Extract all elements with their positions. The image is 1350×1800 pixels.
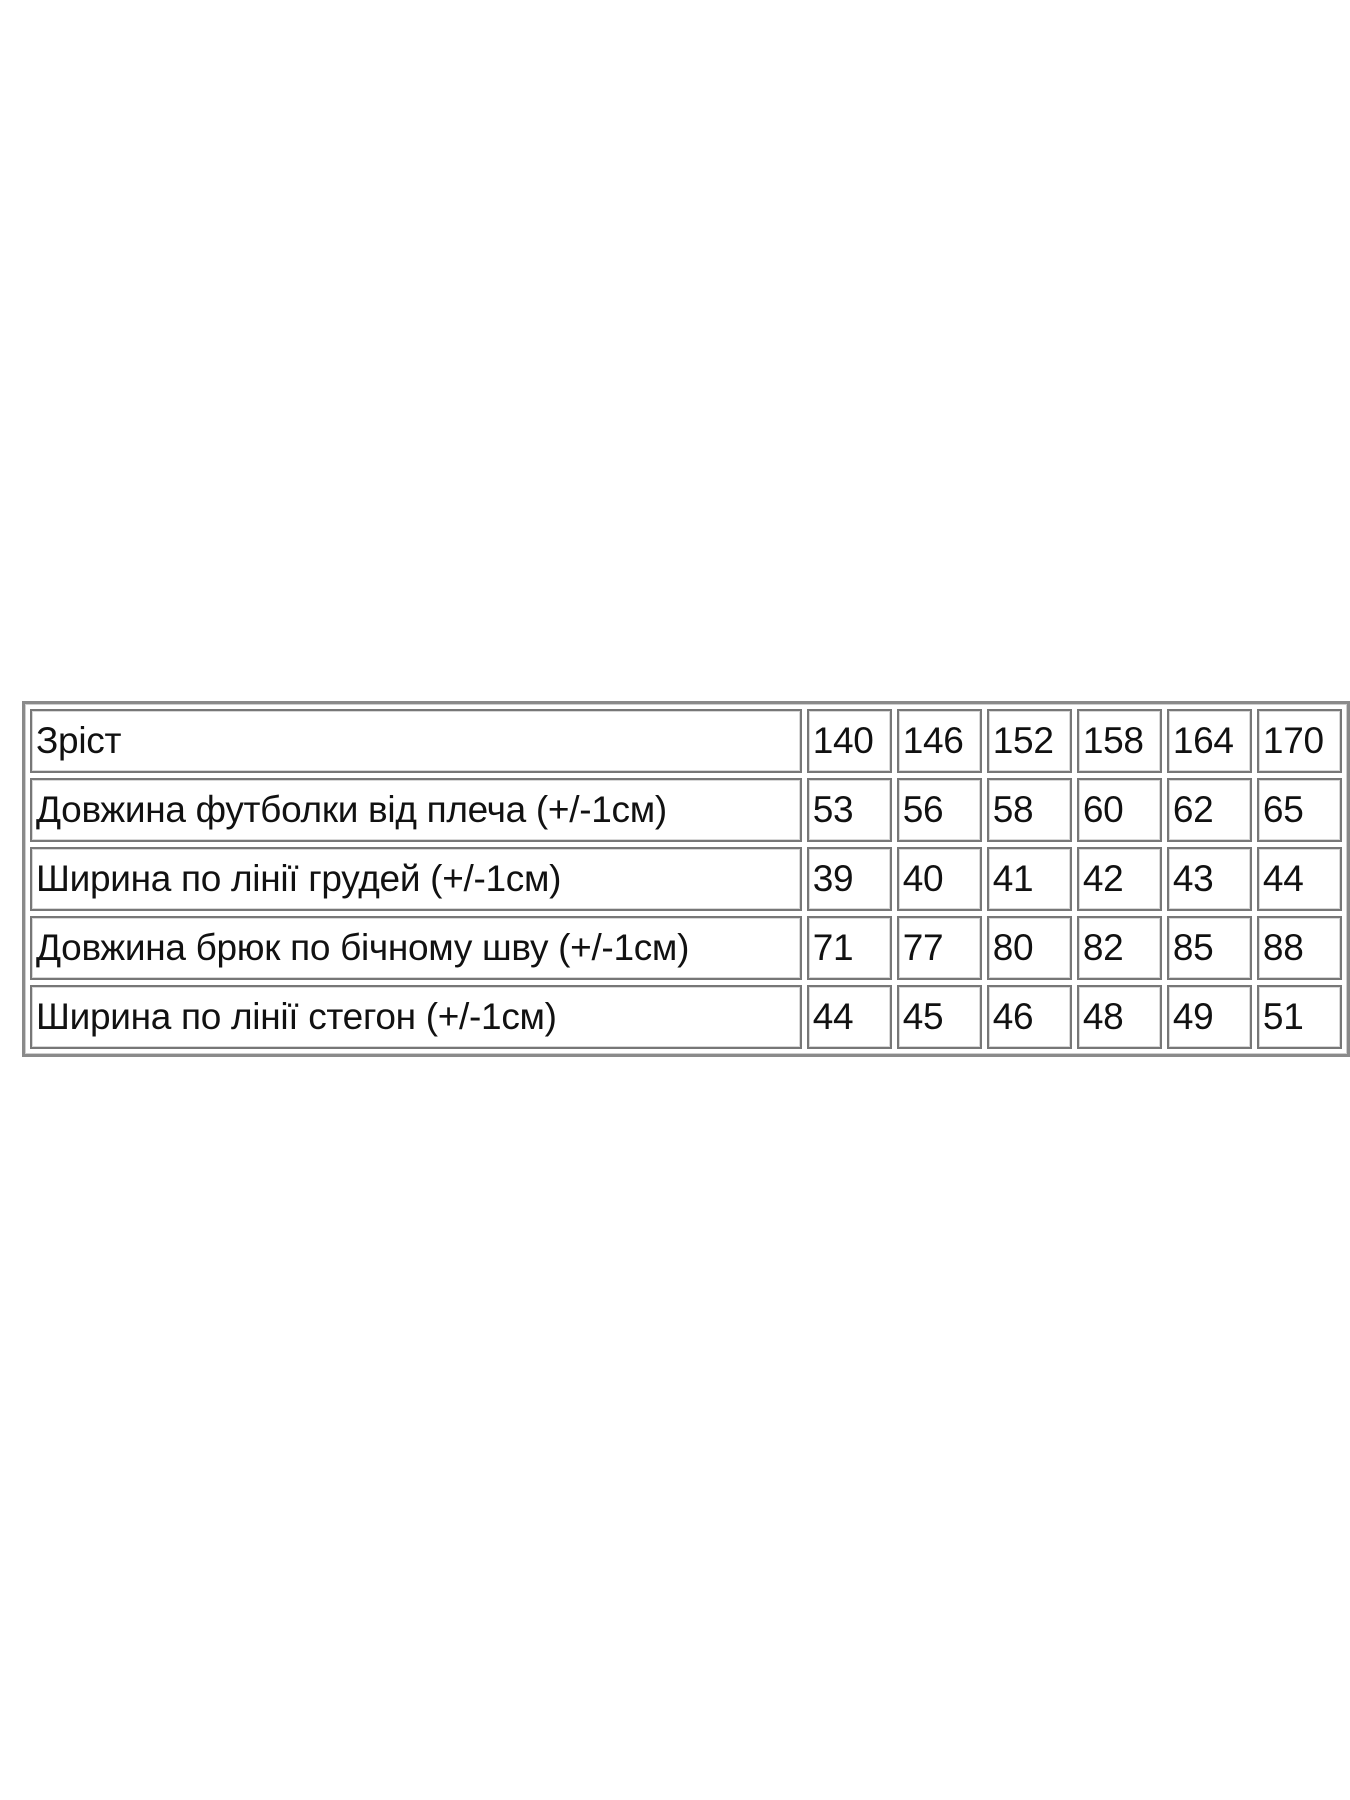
value-cell: 85 (1166, 916, 1252, 980)
value-cell: 82 (1076, 916, 1162, 980)
height-cell: 140 (806, 709, 892, 773)
value-cell: 49 (1166, 985, 1252, 1049)
row-label: Зріст (30, 709, 802, 773)
table-row: Ширина по лінії грудей (+/-1см) 39 40 41… (30, 847, 1342, 911)
value-cell: 41 (986, 847, 1072, 911)
value-cell: 44 (806, 985, 892, 1049)
table-row: Довжина брюк по бічному шву (+/-1см) 71 … (30, 916, 1342, 980)
value-cell: 40 (896, 847, 982, 911)
value-cell: 46 (986, 985, 1072, 1049)
value-cell: 65 (1256, 778, 1342, 842)
value-cell: 80 (986, 916, 1072, 980)
table-row: Довжина футболки від плеча (+/-1см) 53 5… (30, 778, 1342, 842)
value-cell: 58 (986, 778, 1072, 842)
height-cell: 146 (896, 709, 982, 773)
table-row-height: Зріст 140 146 152 158 164 170 (30, 709, 1342, 773)
value-cell: 60 (1076, 778, 1162, 842)
size-chart-table: Зріст 140 146 152 158 164 170 Довжина фу… (22, 701, 1350, 1057)
value-cell: 62 (1166, 778, 1252, 842)
row-label: Ширина по лінії грудей (+/-1см) (30, 847, 802, 911)
row-label: Довжина брюк по бічному шву (+/-1см) (30, 916, 802, 980)
height-cell: 170 (1256, 709, 1342, 773)
value-cell: 88 (1256, 916, 1342, 980)
height-cell: 164 (1166, 709, 1252, 773)
value-cell: 56 (896, 778, 982, 842)
value-cell: 48 (1076, 985, 1162, 1049)
height-cell: 152 (986, 709, 1072, 773)
value-cell: 53 (806, 778, 892, 842)
value-cell: 43 (1166, 847, 1252, 911)
value-cell: 39 (806, 847, 892, 911)
value-cell: 44 (1256, 847, 1342, 911)
value-cell: 42 (1076, 847, 1162, 911)
value-cell: 45 (896, 985, 982, 1049)
value-cell: 71 (806, 916, 892, 980)
row-label: Ширина по лінії стегон (+/-1см) (30, 985, 802, 1049)
table-row: Ширина по лінії стегон (+/-1см) 44 45 46… (30, 985, 1342, 1049)
value-cell: 77 (896, 916, 982, 980)
value-cell: 51 (1256, 985, 1342, 1049)
height-cell: 158 (1076, 709, 1162, 773)
row-label: Довжина футболки від плеча (+/-1см) (30, 778, 802, 842)
